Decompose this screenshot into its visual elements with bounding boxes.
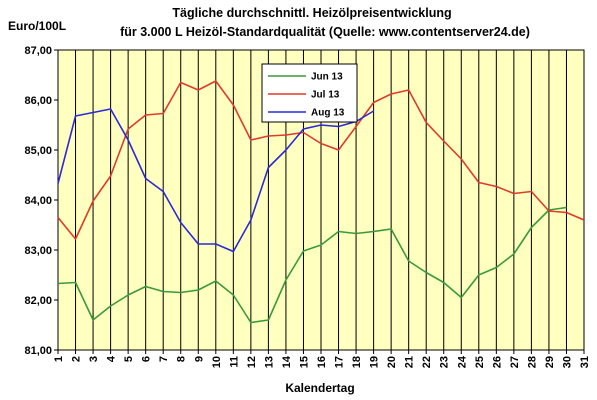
legend-label: Jul 13 (311, 90, 340, 101)
series-line (57, 80, 585, 240)
x-tick-label: 12 (246, 356, 258, 368)
legend-label: Aug 13 (311, 108, 345, 119)
x-tick-label: 28 (526, 356, 538, 368)
y-tick-label: 86,00 (24, 95, 52, 107)
x-tick-label: 19 (369, 356, 381, 368)
x-tick-label: 14 (281, 355, 293, 368)
x-tick-label: 7 (158, 356, 170, 362)
x-tick-label: 9 (193, 356, 205, 362)
x-axis-label: Kalendertag (285, 381, 354, 395)
x-tick-label: 27 (509, 356, 521, 368)
x-tick-label: 3 (88, 356, 100, 362)
x-tick-label: 25 (474, 356, 486, 368)
x-tick-label: 10 (211, 356, 223, 368)
y-tick-label: 83,00 (24, 245, 52, 257)
legend: Jun 13 Jul 13 Aug 13 (261, 63, 358, 123)
x-tick-label: 16 (316, 356, 328, 368)
x-tick-label: 23 (439, 356, 451, 368)
series-line (57, 108, 375, 253)
y-tick-label: 82,00 (24, 295, 52, 307)
series-lines (57, 80, 585, 324)
x-tick-label: 21 (404, 356, 416, 368)
x-tick-label: 29 (544, 356, 556, 368)
x-tick-label: 26 (491, 356, 503, 368)
y-axis-label: Euro/100L (8, 19, 66, 33)
series-line (57, 206, 567, 324)
x-tick-label: 18 (351, 356, 363, 368)
y-tick-label: 85,00 (24, 145, 52, 157)
y-tick-label: 87,00 (24, 45, 52, 57)
x-tick-label: 20 (386, 356, 398, 368)
x-tick-label: 15 (298, 356, 310, 368)
y-axis: 81,00 82,00 83,00 84,00 85,00 86,00 87,00 (24, 45, 58, 357)
x-tick-label: 22 (421, 356, 433, 368)
x-tick-label: 11 (228, 356, 240, 368)
x-tick-label: 30 (561, 356, 573, 368)
x-tick-label: 1 (53, 356, 65, 362)
x-tick-label: 4 (106, 355, 118, 362)
x-tick-label: 24 (456, 355, 468, 368)
y-tick-label: 81,00 (24, 345, 52, 357)
x-tick-label: 31 (579, 356, 591, 368)
y-tick-label: 84,00 (24, 195, 52, 207)
x-tick-label: 13 (263, 356, 275, 368)
x-tick-label: 17 (334, 356, 346, 368)
x-tick-label: 5 (123, 356, 135, 362)
legend-label: Jun 13 (311, 72, 343, 83)
x-tick-label: 6 (141, 356, 153, 362)
x-axis: 1 2 3 4 5 6 7 8 9 10 11 12 13 14 15 16 17 18 19 20 21 22 23 24 2… (53, 350, 591, 368)
x-tick-label: 2 (71, 356, 83, 362)
chart-subtitle: für 3.000 L Heizöl-Standardqualität (Que… (120, 25, 530, 39)
chart-title: Tägliche durchschnittl. Heizölpreisentwi… (172, 6, 451, 20)
x-tick-label: 8 (176, 356, 188, 362)
